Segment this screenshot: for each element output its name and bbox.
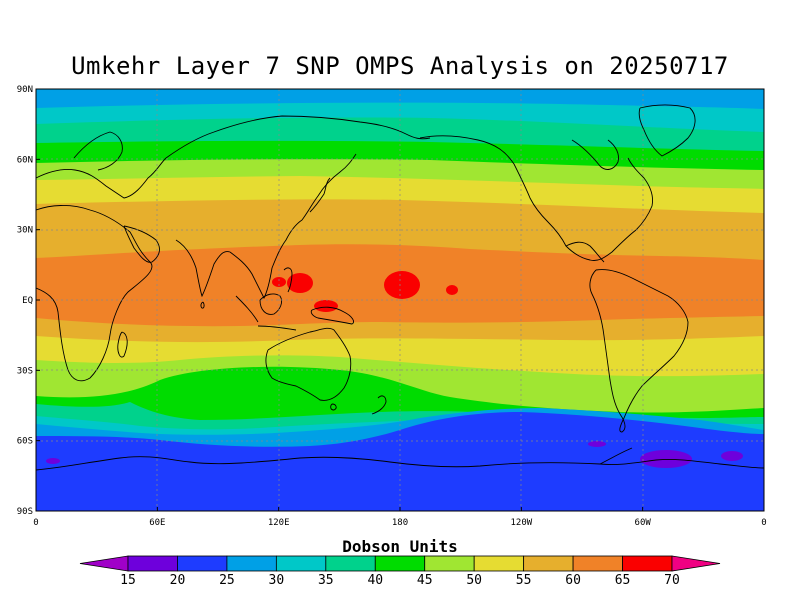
colorbar-swatch xyxy=(177,555,228,572)
new-guinea-outline xyxy=(310,306,355,325)
continent-outlines xyxy=(36,104,764,471)
colorbar-tick-label: 25 xyxy=(219,573,235,588)
europe-outline xyxy=(36,157,167,199)
lat-tick-label: 90N xyxy=(17,85,33,95)
lon-tick-label: 120E xyxy=(268,518,290,528)
min-drake xyxy=(588,441,606,447)
borneo-outline xyxy=(259,293,283,315)
colorbar-tick-label: 60 xyxy=(565,573,581,588)
lon-tick-label: 0 xyxy=(761,518,766,528)
colorbar: 15 20 25 30 35 40 45 50 55 60 65 70 xyxy=(79,555,721,588)
min-indian-ocean xyxy=(46,458,60,464)
arabia-outline xyxy=(123,225,160,263)
australia-outline xyxy=(265,327,352,401)
lon-tick-label: 60W xyxy=(635,518,652,528)
hudson-bay-outline xyxy=(571,139,619,170)
lon-tick-label: 0 xyxy=(33,518,38,528)
north-america-outline xyxy=(419,135,653,261)
max-date-line xyxy=(384,271,420,299)
colorbar-tick-label: 70 xyxy=(664,573,680,588)
sri-lanka-outline xyxy=(200,301,205,309)
colorbar-swatch xyxy=(127,555,178,572)
colorbar-swatch xyxy=(325,555,376,572)
colorbar-swatch xyxy=(374,555,426,572)
lat-axis: 90N 60N 30N EQ 30S 60S 90S xyxy=(17,85,40,517)
min-weddell xyxy=(640,450,692,468)
colorbar-swatch xyxy=(572,555,623,572)
lon-tick-label: 120W xyxy=(510,518,532,528)
east-asia-outline xyxy=(229,153,357,300)
madagascar-outline xyxy=(117,331,128,358)
colorbar-tick-label: 30 xyxy=(269,573,285,588)
max-wp-1 xyxy=(287,273,313,293)
lat-tick-label: EQ xyxy=(22,296,33,306)
gulf-outline xyxy=(565,241,605,263)
lat-tick-label: 30S xyxy=(17,366,33,376)
java-outline xyxy=(257,325,297,331)
colorbar-tick-label: 65 xyxy=(615,573,631,588)
min-south-atlantic xyxy=(721,451,743,461)
ozone-field xyxy=(36,89,764,511)
colorbar-tick-label: 45 xyxy=(417,573,433,588)
tasmania-outline xyxy=(330,403,337,411)
india-outline xyxy=(175,239,231,298)
asia-north-outline xyxy=(165,115,431,159)
grid-lines xyxy=(36,89,764,511)
antarctica-outline xyxy=(36,456,764,471)
colorbar-tick-label: 55 xyxy=(516,573,532,588)
colorbar-tick-label: 50 xyxy=(466,573,482,588)
colorbar-tick-label: 20 xyxy=(170,573,186,588)
new-zealand-outline xyxy=(371,395,387,415)
lat-tick-label: 90S xyxy=(17,507,33,517)
colorbar-title: Dobson Units xyxy=(342,537,458,556)
band-20-25-south xyxy=(36,412,764,511)
lon-tick-label: 180 xyxy=(392,518,408,528)
colorbar-swatch xyxy=(622,555,673,572)
max-wp-2 xyxy=(272,277,286,287)
lat-tick-label: 60S xyxy=(17,437,33,447)
map-title: Umkehr Layer 7 SNP OMPS Analysis on 2025… xyxy=(71,52,729,80)
japan-outline xyxy=(309,177,331,213)
colorbar-tick-label: 35 xyxy=(318,573,334,588)
colorbar-tick-label: 40 xyxy=(367,573,383,588)
colorbar-high-extend xyxy=(671,555,721,572)
max-wp-3 xyxy=(314,300,338,312)
scandinavia-outline xyxy=(73,131,123,171)
lat-tick-label: 30N xyxy=(17,226,33,236)
colorbar-swatch xyxy=(424,555,475,572)
antarctic-peninsula-outline xyxy=(599,447,633,465)
lon-axis: 0 60E 120E 180 120W 60W 0 xyxy=(33,507,767,528)
colorbar-swatch xyxy=(275,555,327,572)
colorbar-swatch xyxy=(473,555,525,572)
lon-tick-label: 60E xyxy=(149,518,165,528)
colorbar-tick-label: 15 xyxy=(120,573,136,588)
greenland-outline xyxy=(638,104,696,157)
max-east-pacific xyxy=(446,285,458,295)
colorbar-swatch xyxy=(523,555,574,572)
colorbar-low-extend xyxy=(79,555,129,572)
africa-outline xyxy=(36,205,153,382)
sumatra-outline xyxy=(235,295,259,323)
colorbar-swatch xyxy=(226,555,277,572)
lat-tick-label: 60N xyxy=(17,155,33,165)
south-america-outline xyxy=(589,269,689,433)
philippines-outline xyxy=(283,267,293,293)
